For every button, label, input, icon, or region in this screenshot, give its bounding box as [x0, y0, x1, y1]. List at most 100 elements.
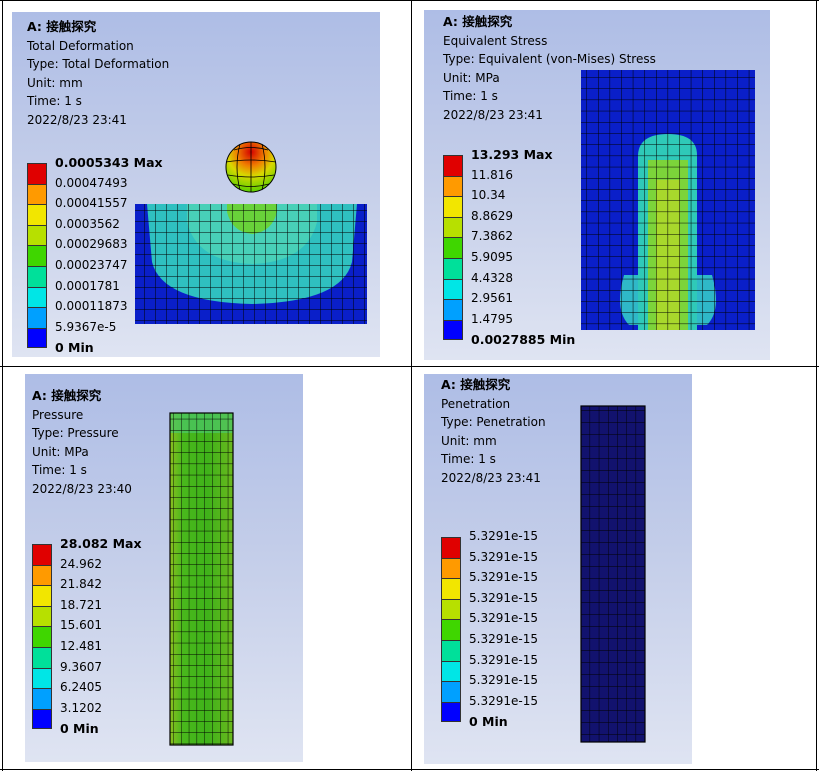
- legend-label: 12.481: [60, 639, 102, 653]
- legend-swatch: [443, 237, 463, 258]
- result-time: Time: 1 s: [27, 94, 82, 109]
- legend-swatch: [32, 688, 52, 709]
- legend-label: 0.0005343 Max: [55, 155, 163, 170]
- legend-label: 1.4795: [471, 311, 513, 326]
- legend-label: 2.9561: [471, 291, 513, 306]
- result-name: Equivalent Stress: [443, 33, 548, 48]
- legend-swatch: [441, 578, 461, 599]
- legend-swatch: [441, 598, 461, 620]
- legend-label: 0 Min: [469, 714, 508, 730]
- legend-swatch: [443, 196, 463, 217]
- result-date: 2022/8/23 23:41: [441, 470, 541, 485]
- result-type: Type: Pressure: [32, 426, 119, 441]
- legend-label: 28.082 Max: [60, 536, 142, 551]
- panel-penetration: A: 接触探究 Penetration Type: Penetration Un…: [424, 374, 692, 764]
- legend-label: 0 Min: [55, 340, 94, 356]
- legend-swatch: [441, 660, 461, 682]
- panel-pressure: A: 接触探究 Pressure Type: Pressure Unit: MP…: [25, 374, 303, 762]
- result-date: 2022/8/23 23:40: [32, 481, 132, 496]
- legend-label: 10.34: [471, 188, 506, 203]
- legend-swatch: [27, 204, 47, 225]
- legend-label: 11.816: [471, 167, 513, 182]
- result-date: 2022/8/23 23:41: [443, 107, 543, 122]
- legend-swatch: [32, 564, 52, 586]
- legend-swatch: [441, 557, 461, 579]
- panel-header: A: 接触探究 Total Deformation Type: Total De…: [27, 18, 169, 130]
- legend-swatch: [32, 667, 52, 689]
- legend-label: 8.8629: [471, 208, 513, 223]
- result-name: Pressure: [32, 407, 84, 422]
- table-border-bottom: [0, 769, 819, 770]
- legend-label: 6.2405: [60, 680, 102, 695]
- legend-label: 0.00041557: [55, 196, 128, 211]
- legend-swatch: [27, 286, 47, 308]
- panel-header: A: 接触探究 Penetration Type: Penetration Un…: [441, 376, 546, 488]
- result-unit: Unit: mm: [27, 75, 83, 90]
- pressure-model-view: [169, 412, 234, 746]
- result-time: Time: 1 s: [443, 89, 498, 104]
- legend-swatch: [32, 605, 52, 627]
- legend-swatch: [32, 544, 52, 565]
- legend-label: 5.9095: [471, 250, 513, 264]
- legend-swatch: [443, 258, 463, 279]
- result-type: Type: Equivalent (von-Mises) Stress: [443, 52, 656, 67]
- panel-header: A: 接触探究 Pressure Type: Pressure Unit: MP…: [32, 387, 132, 499]
- legend-label: 0.00023747: [55, 258, 128, 272]
- result-name: Penetration: [441, 396, 511, 411]
- legend-label: 0.00047493: [55, 175, 128, 190]
- legend-label: 5.9367e-5: [55, 319, 117, 334]
- model-title: A: 接触探究: [32, 388, 102, 403]
- deformation-model-view: [135, 141, 367, 324]
- legend-label: 5.3291e-15: [469, 590, 538, 605]
- result-date: 2022/8/23 23:41: [27, 112, 127, 127]
- legend-label: 5.3291e-15: [469, 529, 538, 543]
- legend-label: 13.293 Max: [471, 147, 553, 162]
- legend-label: 18.721: [60, 597, 102, 612]
- legend-swatch: [32, 708, 52, 730]
- legend-swatch: [27, 266, 47, 287]
- panel-equivalent-stress: A: 接触探究 Equivalent Stress Type: Equivale…: [424, 10, 770, 360]
- model-title: A: 接触探究: [27, 19, 97, 34]
- legend-swatch: [27, 327, 47, 349]
- legend-swatch: [443, 299, 463, 320]
- model-title: A: 接触探究: [441, 377, 511, 392]
- legend-swatch: [443, 278, 463, 300]
- legend-swatch: [443, 216, 463, 238]
- table-border-right: [816, 0, 817, 771]
- penetration-model-view: [580, 405, 646, 743]
- legend-label: 9.3607: [60, 659, 102, 674]
- result-time: Time: 1 s: [441, 452, 496, 467]
- legend-label: 7.3862: [471, 229, 513, 244]
- table-border-left: [2, 0, 3, 771]
- legend-label: 0.00029683: [55, 237, 128, 252]
- legend-swatch: [27, 224, 47, 246]
- legend-label: 0.0027885 Min: [471, 332, 576, 348]
- legend-label: 3.1202: [60, 700, 102, 715]
- legend-label: 21.842: [60, 577, 102, 592]
- legend-swatch: [441, 537, 461, 558]
- legend-swatch: [443, 155, 463, 176]
- panel-header: A: 接触探究 Equivalent Stress Type: Equivale…: [443, 13, 656, 125]
- legend-swatch: [27, 163, 47, 184]
- legend-swatch: [32, 626, 52, 647]
- legend-label: 24.962: [60, 556, 102, 571]
- model-title: A: 接触探究: [443, 14, 513, 29]
- legend-label: 5.3291e-15: [469, 632, 538, 646]
- legend-swatch: [441, 640, 461, 661]
- legend-label: 0.00011873: [55, 299, 128, 314]
- result-unit: Unit: MPa: [443, 70, 500, 85]
- result-type: Type: Penetration: [441, 415, 546, 430]
- panel-total-deformation: A: 接触探究 Total Deformation Type: Total De…: [12, 12, 380, 357]
- legend-label: 5.3291e-15: [469, 652, 538, 667]
- legend-label: 5.3291e-15: [469, 549, 538, 564]
- legend-label: 0.0003562: [55, 216, 120, 231]
- legend-label: 5.3291e-15: [469, 611, 538, 626]
- result-unit: Unit: mm: [441, 433, 497, 448]
- legend-label: 5.3291e-15: [469, 673, 538, 688]
- result-type: Type: Total Deformation: [27, 57, 170, 72]
- legend-label: 5.3291e-15: [469, 693, 538, 708]
- legend-swatch: [32, 585, 52, 606]
- legend-label: 0 Min: [60, 721, 99, 737]
- legend-swatch: [32, 647, 52, 668]
